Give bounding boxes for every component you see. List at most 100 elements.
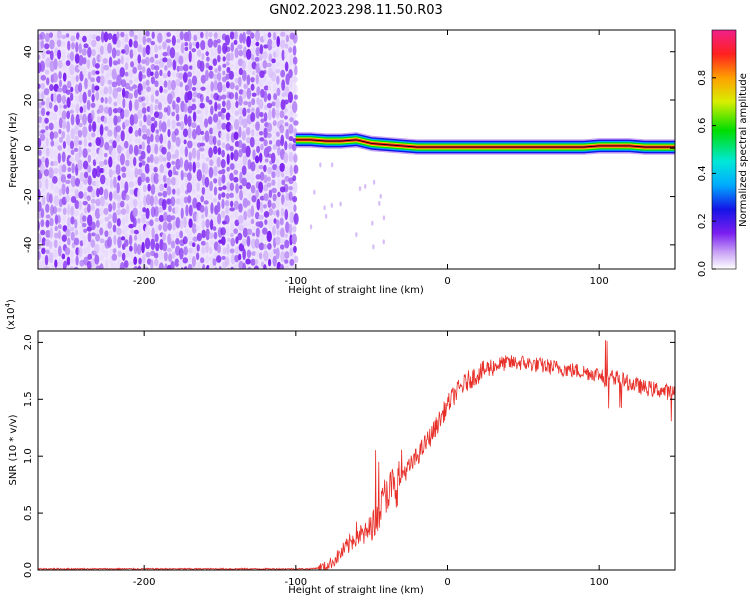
noise-blob: [70, 175, 76, 188]
noise-blob: [99, 124, 104, 136]
noise-blob: [242, 69, 247, 82]
noise-blob: [90, 239, 96, 248]
noise-blob: [120, 179, 125, 189]
noise-blob: [243, 210, 248, 221]
noise-blob: [128, 100, 133, 112]
noise-blob: [284, 43, 289, 49]
noise-blob: [38, 201, 42, 213]
noise-blob: [53, 121, 59, 131]
noise-blob: [78, 145, 82, 158]
noise-blob: [125, 159, 130, 167]
noise-blob: [162, 242, 168, 252]
noise-blob: [263, 210, 270, 218]
noise-blob: [65, 265, 70, 269]
noise-blob: [125, 203, 130, 215]
noise-blob: [158, 120, 163, 132]
noise-blob: [117, 250, 122, 258]
noise-blob: [196, 232, 202, 242]
noise-blob: [201, 214, 205, 219]
noise-blob: [41, 143, 46, 154]
noise-blob: [187, 71, 192, 78]
noise-blob: [40, 219, 45, 228]
noise-blob: [226, 99, 231, 111]
noise-blob: [58, 188, 62, 197]
noise-blob: [87, 80, 93, 87]
noise-blob: [102, 58, 108, 64]
noise-blob: [242, 227, 248, 238]
noise-blob: [207, 116, 213, 125]
noise-blob: [94, 243, 100, 254]
noise-blob: [125, 98, 129, 109]
noise-blob: [204, 176, 210, 188]
snr-series-line: [38, 340, 675, 570]
noise-blob: [73, 237, 80, 246]
noise-blob: [281, 79, 286, 91]
noise-blob: [175, 158, 181, 170]
noise-blob: [82, 235, 87, 247]
noise-blob: [92, 159, 97, 167]
noise-blob: [283, 183, 289, 193]
noise-blob: [70, 35, 76, 42]
noise-blob: [50, 140, 55, 147]
noise-blob: [246, 30, 252, 35]
noise-blob: [201, 229, 206, 239]
noise-blob: [82, 148, 88, 158]
spectrogram-frame: [37, 29, 676, 270]
noise-blob: [222, 268, 225, 269]
noise-blob: [255, 107, 260, 119]
noise-blob: [140, 150, 146, 160]
noise-blob: [128, 234, 133, 246]
noise-blob: [115, 134, 121, 143]
noise-blob: [256, 86, 261, 96]
noise-blob: [154, 195, 158, 206]
noise-blob: [49, 39, 55, 50]
noise-blob: [77, 129, 83, 138]
noise-blob: [90, 77, 95, 83]
noise-blob: [227, 237, 231, 243]
noise-blob: [233, 176, 239, 183]
noise-blob: [220, 158, 226, 169]
noise-blob: [169, 47, 176, 59]
noise-blob: [288, 46, 293, 53]
noise-blob: [40, 208, 45, 219]
noise-blob: [65, 33, 70, 38]
noise-speck: [339, 201, 342, 207]
noise-blob: [117, 202, 121, 209]
noise-speck: [378, 200, 381, 206]
noise-blob: [103, 188, 109, 200]
noise-blob: [98, 104, 104, 114]
noise-speck: [355, 232, 358, 238]
noise-blob: [191, 175, 197, 188]
noise-blob: [91, 232, 96, 237]
noise-blob: [234, 110, 240, 117]
noise-blob: [125, 129, 130, 140]
noise-blob: [124, 71, 129, 77]
noise-blob: [208, 166, 214, 178]
noise-blob: [86, 242, 91, 254]
noise-blob: [161, 232, 167, 242]
noise-blob: [154, 70, 159, 79]
noise-blob: [99, 56, 103, 62]
noise-blob: [196, 194, 200, 199]
noise-blob: [38, 244, 41, 250]
noise-blob: [78, 43, 83, 54]
noise-blob: [67, 40, 71, 51]
noise-blob: [38, 260, 42, 269]
noise-blob: [254, 56, 260, 62]
noise-blob: [255, 73, 260, 85]
noise-blob: [224, 256, 230, 267]
noise-blob: [70, 195, 77, 203]
noise-blob: [79, 230, 85, 239]
noise-blob: [267, 199, 272, 208]
noise-blob: [288, 39, 293, 46]
noise-blob: [259, 125, 266, 131]
noise-blob: [130, 61, 135, 68]
noise-blob: [70, 205, 75, 216]
noise-blob: [111, 68, 117, 80]
noise-blob: [125, 249, 130, 258]
noise-blob: [137, 265, 142, 269]
noise-blob: [237, 253, 242, 261]
spectrogram-y-label: Frequency (Hz): [8, 112, 19, 188]
noise-blob: [267, 166, 273, 175]
noise-blob: [133, 89, 138, 99]
